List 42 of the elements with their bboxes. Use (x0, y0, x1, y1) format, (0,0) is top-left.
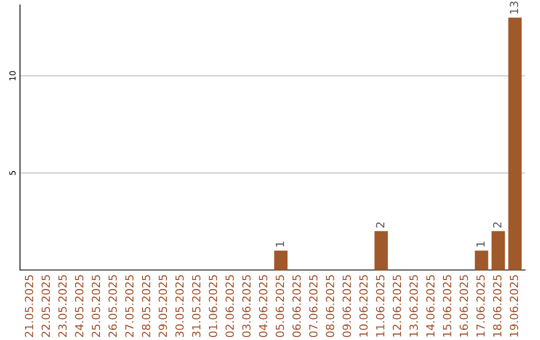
bar (374, 231, 388, 270)
x-tick-label: 29.05.2025 (158, 275, 168, 337)
data-label: 1 (276, 242, 284, 247)
bar (508, 18, 522, 270)
x-tick-label: 19.06.2025 (510, 275, 518, 337)
bar (274, 250, 288, 270)
x-tick-label: 28.05.2025 (142, 275, 150, 337)
x-tick-label: 21.05.2025 (24, 275, 34, 337)
x-tick-label: 12.06.2025 (392, 275, 402, 337)
x-tick-label: 07.06.2025 (309, 275, 318, 338)
x-tick-label: 13.06.2025 (409, 275, 418, 337)
x-tick-label: 23.05.2025 (58, 275, 67, 337)
x-tick-label: 02.06.2025 (226, 275, 234, 338)
x-tick-label: 08.06.2025 (326, 275, 334, 338)
x-tick-label: 15.06.2025 (442, 275, 452, 337)
x-tick-label: 25.05.2025 (92, 275, 100, 337)
x-tick-label: 31.05.2025 (192, 275, 200, 337)
y-tick-label: 5 (9, 171, 16, 175)
x-tick-label: 27.05.2025 (125, 275, 134, 337)
x-tick-label: 06.06.2025 (292, 275, 301, 338)
data-label: 1 (476, 242, 485, 247)
bar (492, 231, 505, 270)
x-tick-label: 24.05.2025 (75, 275, 84, 337)
x-tick-label: 18.06.2025 (493, 275, 502, 337)
y-tick-label: 10 (9, 71, 16, 80)
x-tick-label: 04.06.2025 (258, 275, 268, 338)
x-tick-label: 16.06.2025 (460, 275, 468, 337)
x-tick-label: 09.06.2025 (342, 275, 351, 338)
data-label: 2 (376, 222, 384, 228)
x-tick-label: 03.06.2025 (242, 275, 251, 338)
x-tick-label: 01.06.2025 (208, 275, 218, 338)
data-label: 2 (493, 222, 502, 228)
x-tick-label: 26.05.2025 (108, 275, 117, 337)
x-tick-label: 30.05.2025 (175, 275, 184, 337)
x-tick-label: 10.06.2025 (359, 275, 368, 337)
x-tick-label: 14.06.2025 (426, 275, 435, 337)
x-tick-label: 05.06.2025 (276, 275, 284, 338)
x-tick-label: 11.06.2025 (376, 275, 384, 337)
x-tick-label: 17.06.2025 (476, 275, 485, 337)
data-label: 13 (510, 2, 518, 14)
x-tick-label: 22.05.2025 (42, 275, 50, 337)
bar (474, 250, 488, 270)
